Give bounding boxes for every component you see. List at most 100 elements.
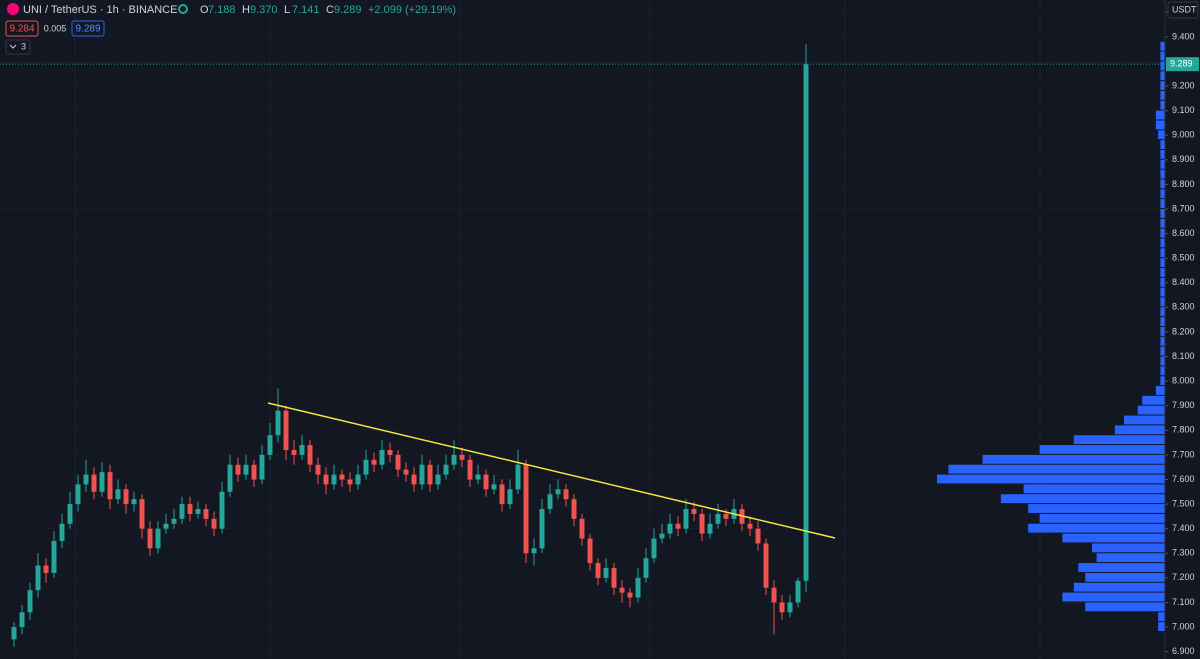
candle-body [475,474,481,480]
volume-profile-bar [1160,297,1165,307]
candle-body [339,474,345,480]
candle-body [147,528,153,549]
candle-body [595,563,601,578]
candle-body [43,565,49,573]
volume-profile-bar [1160,100,1165,110]
candle-body [515,464,521,490]
candle-body [539,509,545,549]
candle-body [179,504,185,519]
candle-body [123,489,129,505]
volume-profile-bar [937,474,1165,484]
ohlc-value: 9.289 [334,4,362,16]
candle-body [763,543,769,588]
volume-profile-bar [1160,140,1165,149]
y-tick-label: 9.200 [1172,80,1195,90]
candle-body [563,489,569,500]
volume-profile-bar [1160,376,1165,386]
ohlc-value: 9.370 [250,4,278,16]
candle-body [27,590,33,613]
candle-body [139,499,145,529]
y-tick-label: 8.600 [1172,228,1195,238]
y-tick-label: 9.000 [1172,130,1195,140]
candle-body [11,627,17,640]
candle-body [203,509,209,519]
candle-body [91,474,97,492]
candle-body [187,504,193,514]
candle-body [171,518,177,524]
volume-profile-bar [1039,513,1165,523]
volume-profile-bar [1028,504,1165,513]
volume-profile-bar [1085,572,1165,582]
volume-profile-bar [1158,612,1165,622]
symbol: UNI / TetherUS · 1h · BINANCE [23,4,177,16]
candle-body [283,410,289,450]
candle-body [691,509,697,514]
volume-profile-bar [1073,435,1165,445]
candle-body [227,464,233,492]
candle-body [403,469,409,475]
indicators-toggle[interactable] [5,39,31,55]
candle-body [35,565,41,591]
y-tick-label: 7.000 [1172,621,1195,631]
candle-body [611,568,617,588]
candle-body [627,592,633,598]
candle-body [795,580,801,603]
volume-profile-bar [1160,287,1165,297]
candle-body [59,523,65,541]
candle-body [659,533,665,539]
ohlc-value: 7.141 [292,4,320,16]
candle-body [451,454,457,465]
candle-body [395,454,401,470]
y-tick-label: 8.800 [1172,179,1195,189]
y-tick-label: 8.300 [1172,302,1195,312]
y-tick-label: 7.500 [1172,498,1195,508]
candle-body [163,523,169,529]
y-tick-label: 6.900 [1172,646,1195,656]
ohlc-key: L [284,4,290,16]
candle-body [315,464,321,475]
symbol-icon [7,3,19,15]
candle-body [507,489,513,505]
candle-body [675,523,681,529]
volume-profile-bar [1114,425,1165,435]
volume-profile-bar [1160,159,1165,169]
candle-body [267,435,273,455]
candle-body [379,449,385,465]
ask: 9.289 [75,24,100,35]
volume-profile-bar [1160,336,1165,346]
y-tick-label: 8.900 [1172,154,1195,164]
volume-profile-bar [1160,169,1165,179]
last-price-tag [1166,57,1199,72]
volume-profile-bar [1160,209,1165,218]
candle-body [19,612,25,628]
candle-body [555,489,561,495]
volume-profile-bar [1160,41,1165,51]
y-tick-label: 7.300 [1172,548,1195,558]
candle-body [411,474,417,485]
volume-profile-bar [1092,543,1165,553]
y-tick-label: 7.900 [1172,400,1195,410]
volume-profile-bar [1160,149,1165,159]
bid-box[interactable] [5,20,39,37]
candle-body [131,499,137,505]
candle-body [619,587,625,593]
volume-profile-bar [1160,346,1165,356]
candle-body [723,513,729,519]
volume-profile-bar [1039,445,1165,454]
currency: USDT [1172,4,1197,14]
ohlc-key: O [200,4,209,16]
volume-profile-bar [1160,81,1165,90]
ask-box[interactable] [71,20,105,37]
candle-body [275,410,281,436]
candle-body [755,528,761,544]
volume-profile-bar [1160,258,1165,268]
candle-body [651,538,657,559]
volume-profile-bar [1160,51,1165,61]
volume-profile-bar [1160,277,1165,287]
change: +2.099 (+29.19%) [368,4,456,16]
currency-button[interactable] [1167,1,1199,19]
candle-body [803,64,809,581]
candle-body [483,474,489,490]
volume-profile-bar [1137,405,1165,415]
candle-body [579,518,585,539]
